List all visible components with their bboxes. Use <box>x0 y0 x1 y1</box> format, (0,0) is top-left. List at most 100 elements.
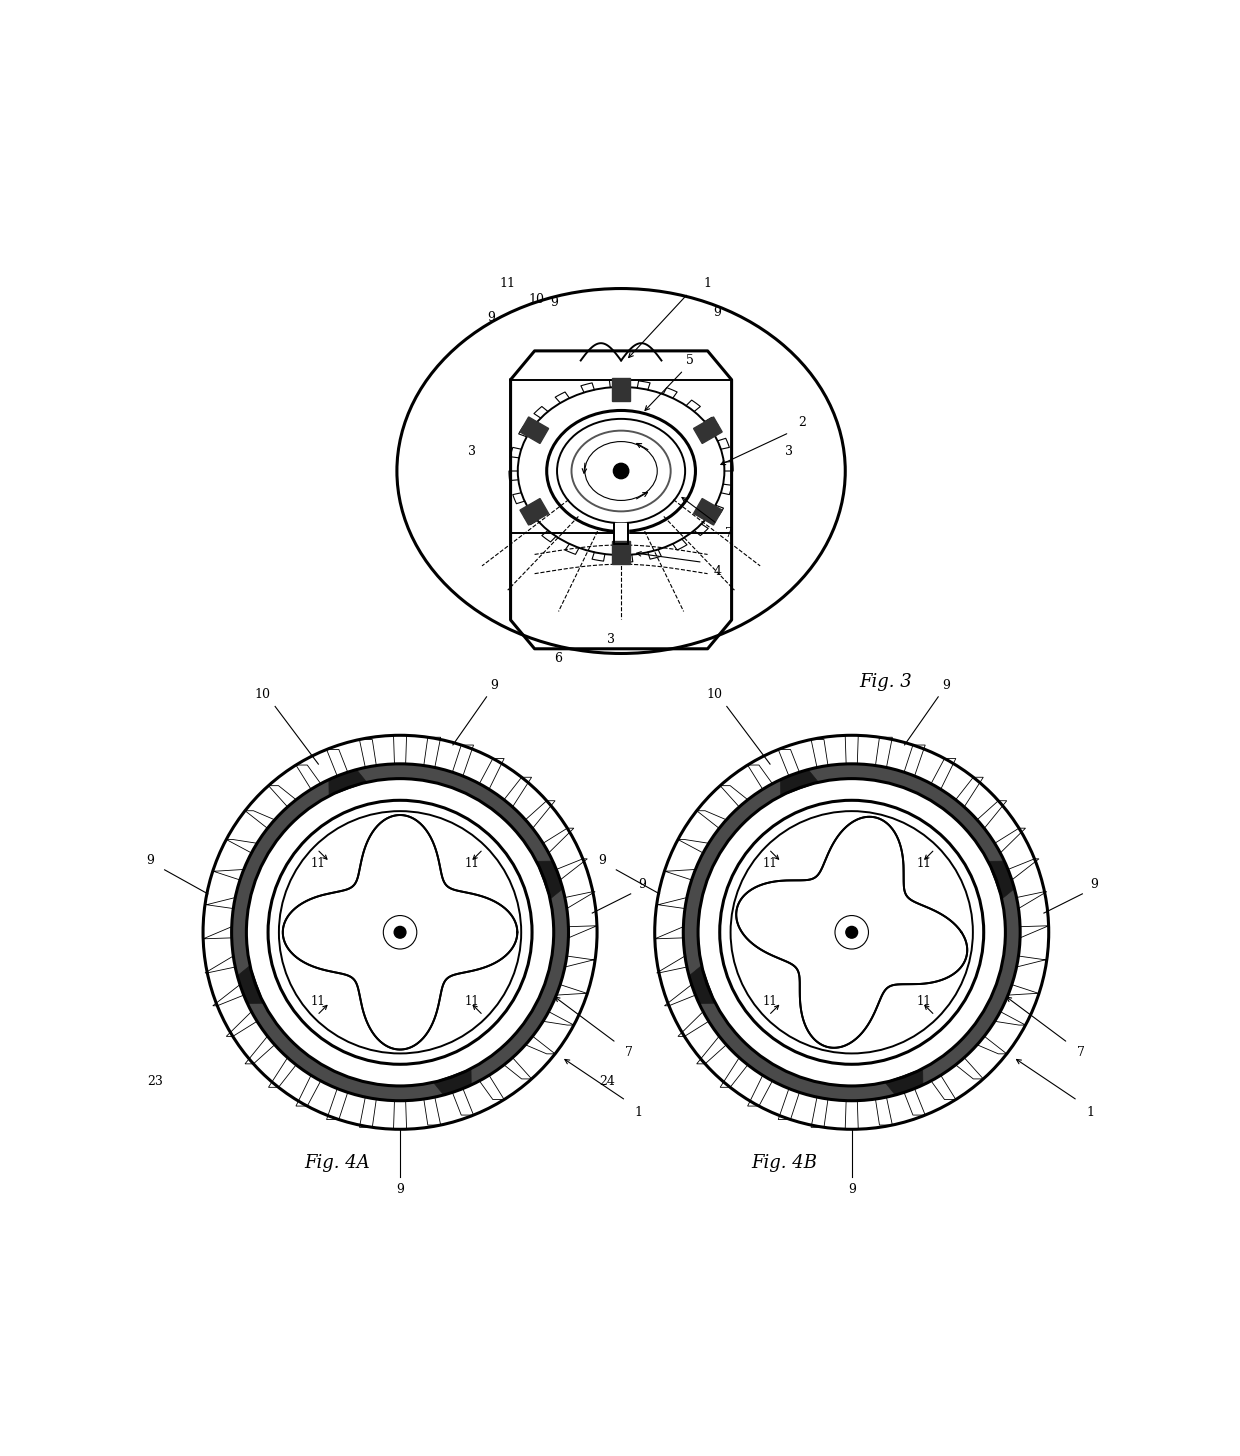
Polygon shape <box>655 926 683 939</box>
Polygon shape <box>994 1012 1025 1025</box>
Polygon shape <box>393 735 407 764</box>
Text: 11: 11 <box>916 994 931 1008</box>
Text: 9: 9 <box>1090 878 1097 891</box>
Text: 3: 3 <box>469 446 476 459</box>
Text: 24: 24 <box>599 1075 615 1088</box>
Polygon shape <box>657 957 687 973</box>
Polygon shape <box>904 1089 925 1115</box>
Polygon shape <box>568 926 596 938</box>
Polygon shape <box>246 811 275 828</box>
Bar <box>693 498 722 526</box>
Polygon shape <box>875 737 893 767</box>
Polygon shape <box>779 1089 800 1120</box>
Polygon shape <box>977 1037 1007 1054</box>
Polygon shape <box>503 1057 532 1079</box>
Polygon shape <box>956 1057 983 1079</box>
Polygon shape <box>203 926 232 939</box>
Polygon shape <box>269 786 296 807</box>
Text: 4: 4 <box>713 565 722 578</box>
Polygon shape <box>697 1037 727 1064</box>
Polygon shape <box>526 801 556 828</box>
Text: 3: 3 <box>608 633 615 645</box>
Text: 10: 10 <box>528 294 544 306</box>
Circle shape <box>268 801 532 1064</box>
Polygon shape <box>683 764 1021 1101</box>
Polygon shape <box>720 786 748 807</box>
Polygon shape <box>565 957 595 967</box>
Polygon shape <box>875 1098 893 1125</box>
Bar <box>520 498 548 526</box>
Polygon shape <box>232 764 568 1101</box>
Polygon shape <box>360 1098 376 1127</box>
Polygon shape <box>503 778 532 807</box>
Polygon shape <box>213 869 244 879</box>
Polygon shape <box>1017 957 1047 967</box>
Polygon shape <box>811 1098 828 1127</box>
Text: 1: 1 <box>1086 1107 1094 1120</box>
Text: 9: 9 <box>490 678 498 692</box>
Polygon shape <box>1017 891 1047 909</box>
Circle shape <box>846 926 858 938</box>
Polygon shape <box>453 745 474 776</box>
Text: 9: 9 <box>598 853 606 866</box>
Polygon shape <box>393 1101 407 1130</box>
Text: 11: 11 <box>763 856 777 869</box>
Polygon shape <box>748 1076 773 1107</box>
Polygon shape <box>1008 859 1039 879</box>
Polygon shape <box>956 778 983 807</box>
Polygon shape <box>433 1069 471 1095</box>
Polygon shape <box>665 869 696 879</box>
Polygon shape <box>226 840 257 853</box>
Text: Fig. 4B: Fig. 4B <box>751 1155 817 1172</box>
Polygon shape <box>246 1037 275 1064</box>
Polygon shape <box>737 817 967 1048</box>
Text: 10: 10 <box>254 689 270 702</box>
Polygon shape <box>269 1057 296 1088</box>
Polygon shape <box>748 764 773 789</box>
Polygon shape <box>205 957 236 973</box>
Polygon shape <box>988 860 1014 898</box>
Circle shape <box>719 801 983 1064</box>
Text: 11: 11 <box>763 994 777 1008</box>
Polygon shape <box>678 1012 709 1037</box>
Polygon shape <box>226 1012 257 1037</box>
Text: 11: 11 <box>916 856 931 869</box>
Text: 11: 11 <box>465 856 480 869</box>
Polygon shape <box>780 770 818 796</box>
Text: 9: 9 <box>713 306 722 319</box>
Polygon shape <box>904 745 925 776</box>
Polygon shape <box>326 1089 347 1120</box>
Text: Fig. 4A: Fig. 4A <box>305 1155 371 1172</box>
Polygon shape <box>326 750 347 776</box>
Text: 10: 10 <box>707 689 723 702</box>
Text: 1: 1 <box>703 277 712 290</box>
Text: 9: 9 <box>487 310 495 323</box>
Circle shape <box>835 916 868 949</box>
Bar <box>613 542 630 563</box>
Polygon shape <box>543 1012 574 1025</box>
Polygon shape <box>811 740 828 767</box>
Text: 9: 9 <box>848 1184 856 1197</box>
Polygon shape <box>614 523 627 545</box>
Circle shape <box>394 926 405 938</box>
Polygon shape <box>689 965 715 1003</box>
Polygon shape <box>885 1069 923 1095</box>
Circle shape <box>383 916 417 949</box>
Polygon shape <box>1008 984 1039 994</box>
Text: 23: 23 <box>148 1075 162 1088</box>
Text: 7: 7 <box>724 527 733 540</box>
Bar <box>613 379 630 400</box>
Polygon shape <box>931 1076 956 1099</box>
Polygon shape <box>526 1037 556 1054</box>
Text: 9: 9 <box>942 678 950 692</box>
Polygon shape <box>994 828 1025 853</box>
Polygon shape <box>537 860 563 898</box>
Polygon shape <box>977 801 1007 828</box>
Text: 11: 11 <box>311 994 326 1008</box>
Polygon shape <box>846 735 858 764</box>
Polygon shape <box>480 759 505 789</box>
Text: 6: 6 <box>554 652 563 665</box>
Polygon shape <box>697 811 727 828</box>
Circle shape <box>614 463 629 479</box>
Polygon shape <box>424 737 440 767</box>
